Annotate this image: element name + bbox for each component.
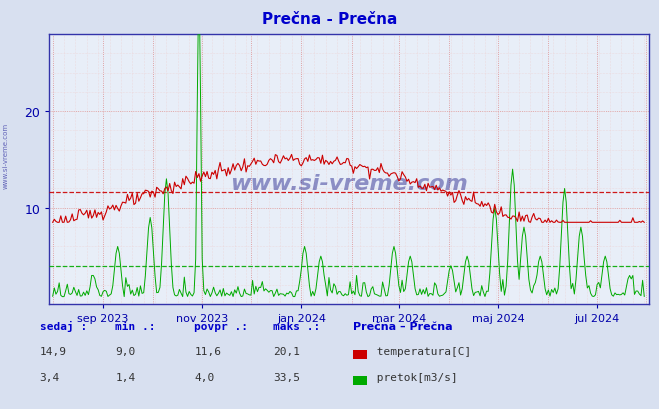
Text: www.si-vreme.com: www.si-vreme.com (2, 122, 9, 189)
Text: 4,0: 4,0 (194, 372, 215, 382)
Text: 1,4: 1,4 (115, 372, 136, 382)
Text: min .:: min .: (115, 321, 156, 331)
Text: sedaj :: sedaj : (40, 320, 87, 331)
Text: maks .:: maks .: (273, 321, 321, 331)
Text: www.si-vreme.com: www.si-vreme.com (231, 173, 468, 193)
Text: 3,4: 3,4 (40, 372, 60, 382)
Text: povpr .:: povpr .: (194, 321, 248, 331)
Text: temperatura[C]: temperatura[C] (370, 346, 472, 356)
Text: 14,9: 14,9 (40, 346, 67, 356)
Text: 33,5: 33,5 (273, 372, 301, 382)
Text: 9,0: 9,0 (115, 346, 136, 356)
Text: 11,6: 11,6 (194, 346, 221, 356)
Text: 20,1: 20,1 (273, 346, 301, 356)
Text: pretok[m3/s]: pretok[m3/s] (370, 372, 458, 382)
Text: Prečna – Prečna: Prečna – Prečna (353, 321, 452, 331)
Text: Prečna - Prečna: Prečna - Prečna (262, 12, 397, 27)
